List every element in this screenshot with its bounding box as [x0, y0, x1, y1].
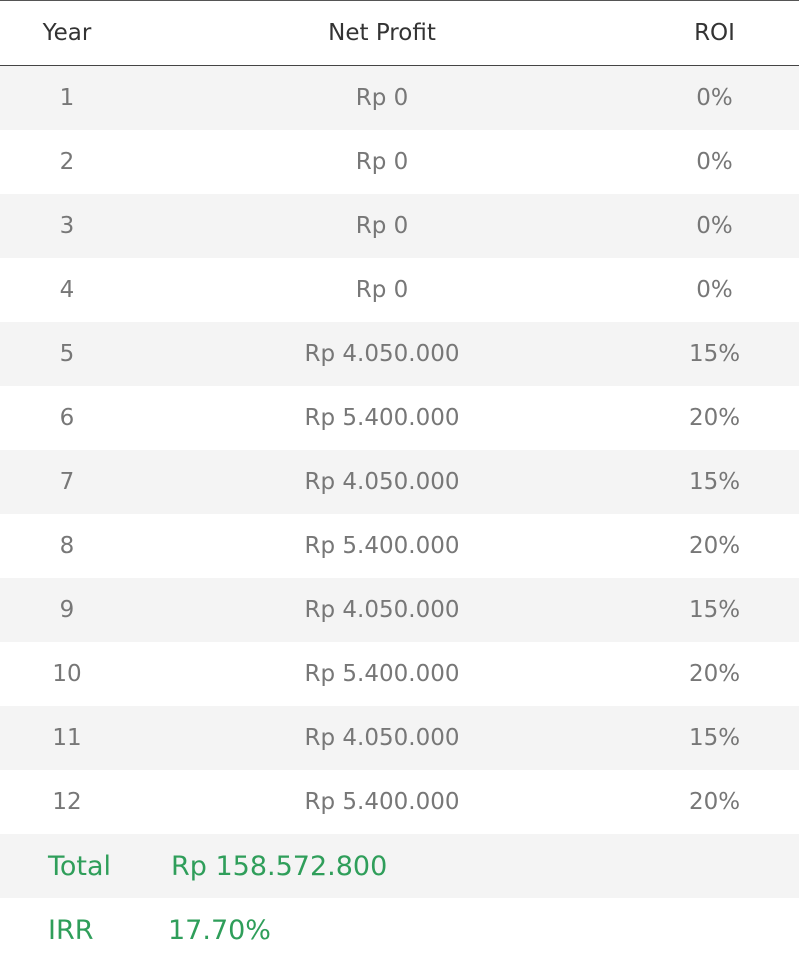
net-profit-cell: Rp 5.400.000: [304, 789, 460, 815]
irr-row: IRR 17.70%: [0, 898, 799, 962]
year-cell: 12: [52, 789, 82, 815]
year-cell: 11: [52, 725, 82, 751]
year-cell: 10: [52, 661, 82, 687]
roi-cell: 20%: [688, 533, 741, 559]
table-row: 10 Rp 5.400.000 20%: [0, 642, 799, 706]
total-label: Total: [48, 850, 112, 882]
roi-cell: 0%: [696, 277, 733, 303]
table-row: 5 Rp 4.050.000 15%: [0, 322, 799, 386]
net-profit-cell: Rp 0: [355, 85, 409, 111]
roi-cell: 15%: [688, 725, 741, 751]
total-value: Rp 158.572.800: [171, 850, 388, 882]
net-profit-cell: Rp 5.400.000: [304, 661, 460, 687]
table-header: Year Net Profit ROI: [0, 1, 799, 66]
header-net-profit: Net Profit: [328, 20, 436, 46]
year-cell: 1: [59, 85, 75, 111]
net-profit-cell: Rp 4.050.000: [304, 469, 460, 495]
net-profit-cell: Rp 5.400.000: [304, 405, 460, 431]
roi-cell: 0%: [696, 149, 733, 175]
net-profit-cell: Rp 0: [355, 213, 409, 239]
header-roi: ROI: [694, 20, 735, 46]
table-row: 2 Rp 0 0%: [0, 130, 799, 194]
table-row: 8 Rp 5.400.000 20%: [0, 514, 799, 578]
roi-cell: 20%: [688, 405, 741, 431]
irr-value: 17.70%: [168, 914, 271, 946]
net-profit-cell: Rp 0: [355, 149, 409, 175]
net-profit-cell: Rp 5.400.000: [304, 533, 460, 559]
year-cell: 4: [59, 277, 75, 303]
header-year: Year: [42, 20, 92, 46]
total-row: Total Rp 158.572.800: [0, 834, 799, 898]
year-cell: 5: [59, 341, 75, 367]
roi-cell: 20%: [688, 661, 741, 687]
net-profit-cell: Rp 4.050.000: [304, 597, 460, 623]
net-profit-cell: Rp 4.050.000: [304, 725, 460, 751]
table-row: 6 Rp 5.400.000 20%: [0, 386, 799, 450]
net-profit-cell: Rp 0: [355, 277, 409, 303]
table-row: 11 Rp 4.050.000 15%: [0, 706, 799, 770]
table-row: 12 Rp 5.400.000 20%: [0, 770, 799, 834]
roi-cell: 15%: [688, 341, 741, 367]
net-profit-cell: Rp 4.050.000: [304, 341, 460, 367]
roi-cell: 15%: [688, 597, 741, 623]
year-cell: 7: [59, 469, 75, 495]
year-cell: 9: [59, 597, 75, 623]
roi-cell: 15%: [688, 469, 741, 495]
table-row: 7 Rp 4.050.000 15%: [0, 450, 799, 514]
roi-cell: 0%: [696, 85, 733, 111]
table-row: 4 Rp 0 0%: [0, 258, 799, 322]
table-row: 1 Rp 0 0%: [0, 66, 799, 130]
year-cell: 2: [59, 149, 75, 175]
roi-cell: 20%: [688, 789, 741, 815]
year-cell: 8: [59, 533, 75, 559]
roi-cell: 0%: [696, 213, 733, 239]
table-row: 9 Rp 4.050.000 15%: [0, 578, 799, 642]
year-cell: 6: [59, 405, 75, 431]
irr-label: IRR: [48, 914, 94, 946]
year-cell: 3: [59, 213, 75, 239]
table-row: 3 Rp 0 0%: [0, 194, 799, 258]
